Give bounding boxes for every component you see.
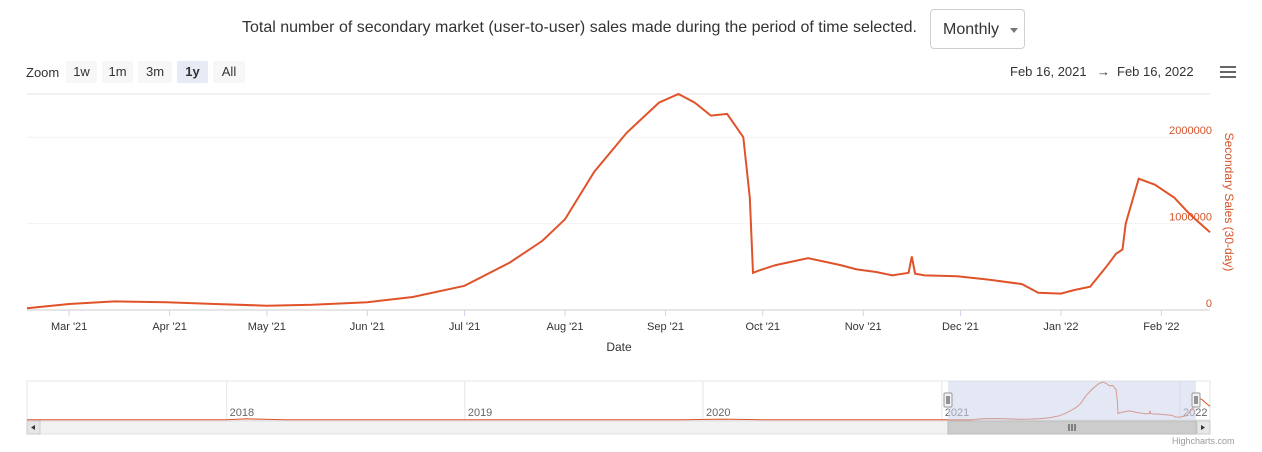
- period-select-value: Monthly: [943, 21, 1000, 38]
- x-tick-label: Aug '21: [547, 321, 584, 333]
- x-tick-label: Nov '21: [845, 321, 882, 333]
- series-line: [26, 92, 1211, 310]
- x-axis-title: Date: [606, 340, 632, 354]
- navigator-selected-range[interactable]: [948, 381, 1196, 420]
- x-tick-label: Jan '22: [1043, 321, 1078, 333]
- zoom-button-1y[interactable]: 1y: [177, 61, 208, 83]
- navigator-year-label: 2020: [706, 407, 730, 419]
- x-tick-label: Jun '21: [350, 321, 385, 333]
- scrollbar[interactable]: [26, 420, 1211, 435]
- x-axis: Mar '21 Apr '21 May '21 Jun '21 Jul '21 Aug '…: [51, 310, 1180, 333]
- zoom-button-1w[interactable]: 1w: [66, 61, 97, 83]
- navigator-left-handle[interactable]: [943, 392, 953, 408]
- period-select[interactable]: Monthly: [930, 9, 1025, 49]
- range-to[interactable]: Feb 16, 2022: [1117, 64, 1194, 79]
- grid-lines: [27, 93, 1210, 311]
- x-tick-label: Oct '21: [745, 321, 780, 333]
- chart-header: Total number of secondary market (user-t…: [0, 0, 1262, 60]
- arrow-right-icon: [1201, 425, 1205, 430]
- y-tick-label: 1000000: [1169, 212, 1212, 224]
- y-tick-label: 0: [1206, 298, 1212, 310]
- x-tick-label: May '21: [248, 321, 286, 333]
- navigator[interactable]: 20182019202020212022: [26, 380, 1211, 421]
- y-axis-title: Secondary Sales (30-day): [1222, 133, 1236, 272]
- x-tick-label: Jul '21: [449, 321, 480, 333]
- chevron-down-icon: [1010, 28, 1018, 33]
- zoom-button-all[interactable]: All: [213, 61, 245, 83]
- zoom-button-1m[interactable]: 1m: [102, 61, 133, 83]
- y-tick-label: 2000000: [1169, 125, 1212, 137]
- x-tick-label: Mar '21: [51, 321, 87, 333]
- range-separator: →: [1097, 64, 1110, 79]
- x-tick-label: Apr '21: [152, 321, 187, 333]
- hamburger-menu-icon[interactable]: [1216, 63, 1240, 81]
- x-tick-label: Dec '21: [942, 321, 979, 333]
- navigator-year-label: 2018: [230, 407, 254, 419]
- chart-description: Total number of secondary market (user-t…: [242, 19, 917, 36]
- zoom-button-3m[interactable]: 3m: [138, 61, 172, 83]
- navigator-year-label: 2019: [468, 407, 492, 419]
- credits-link[interactable]: Highcharts.com: [1172, 436, 1235, 446]
- zoom-label: Zoom: [26, 65, 60, 80]
- x-tick-label: Feb '22: [1143, 321, 1179, 333]
- x-tick-label: Sep '21: [647, 321, 684, 333]
- navigator-right-handle[interactable]: [1191, 392, 1201, 408]
- range-from[interactable]: Feb 16, 2021: [1010, 64, 1087, 79]
- y-axis: 0 1000000 2000000: [1169, 125, 1212, 310]
- arrow-left-icon: [31, 425, 35, 430]
